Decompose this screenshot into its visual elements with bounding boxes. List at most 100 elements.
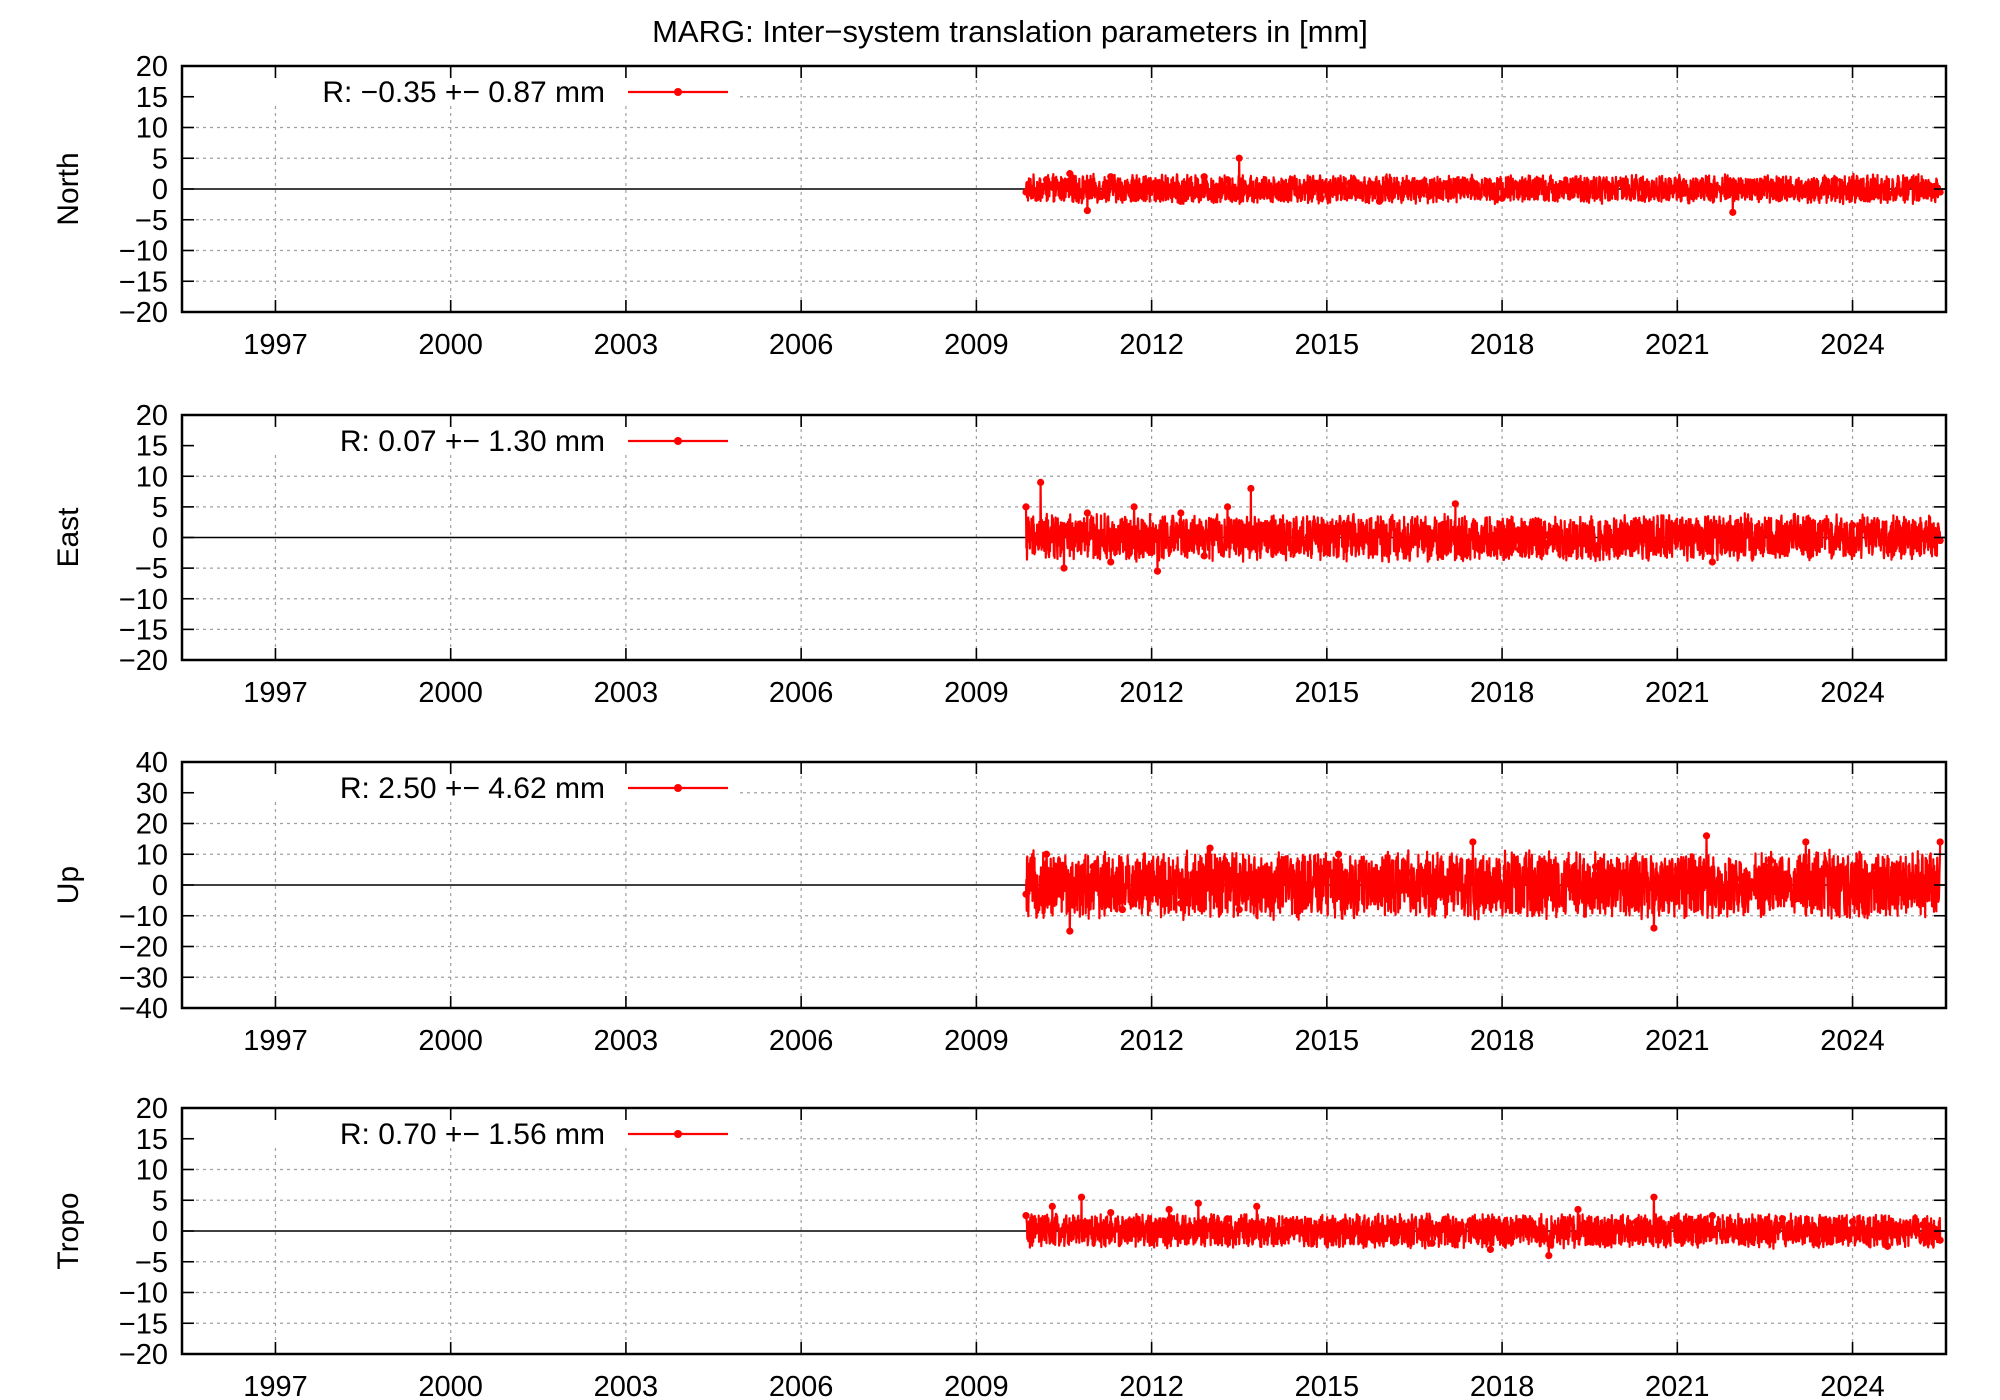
data-point — [1603, 180, 1611, 188]
data-point — [1177, 197, 1185, 205]
series-line — [1024, 481, 1942, 573]
data-point — [1405, 869, 1413, 877]
data-point — [1282, 1218, 1290, 1226]
series-line — [1024, 157, 1942, 214]
data-point — [1048, 1202, 1056, 1210]
data-point — [1136, 1221, 1144, 1229]
x-tick-label: 2024 — [1820, 1025, 1885, 1057]
data-point — [1077, 1193, 1086, 1201]
data-point — [1346, 179, 1354, 187]
data-point — [1311, 1233, 1319, 1241]
x-tick-label: 2000 — [418, 1025, 483, 1057]
data-point — [1206, 844, 1214, 852]
data-point — [1294, 540, 1302, 548]
data-point — [1673, 866, 1681, 874]
legend-marker — [674, 437, 682, 445]
y-tick-label: 10 — [136, 461, 168, 493]
data-point — [1457, 1221, 1465, 1229]
y-tick-label: 15 — [136, 82, 168, 114]
data-point — [1352, 540, 1360, 548]
data-point — [1434, 188, 1442, 196]
data-point — [1440, 875, 1448, 883]
x-tick-label: 2021 — [1645, 329, 1710, 361]
data-point — [1060, 564, 1068, 572]
y-tick-label: −10 — [119, 901, 168, 933]
y-tick-label: −40 — [119, 993, 168, 1025]
data-point — [1107, 173, 1115, 181]
data-point — [1130, 503, 1138, 511]
data-point — [1837, 869, 1845, 877]
x-tick-label: 2021 — [1645, 1371, 1710, 1400]
y-tick-label: −5 — [135, 205, 168, 237]
data-point — [1083, 206, 1091, 215]
data-point — [1200, 173, 1208, 181]
x-tick-label: 2003 — [594, 1025, 659, 1057]
data-point — [1369, 887, 1378, 895]
data-point — [1022, 1212, 1030, 1220]
data-point — [1235, 154, 1243, 162]
data-point — [1223, 176, 1232, 184]
data-point — [1148, 872, 1156, 880]
x-tick-label: 2015 — [1295, 677, 1360, 709]
x-tick-label: 1997 — [243, 1371, 308, 1400]
x-tick-label: 2009 — [944, 1371, 1009, 1400]
data-point — [1568, 191, 1576, 199]
data-point — [1761, 180, 1769, 188]
data-point — [1936, 1236, 1944, 1244]
y-tick-label: −15 — [119, 266, 168, 298]
y-tick-label: −20 — [119, 297, 168, 329]
x-tick-label: 2021 — [1645, 677, 1710, 709]
data-point — [1223, 1215, 1232, 1223]
y-tick-label: 20 — [136, 809, 168, 841]
legend-marker — [674, 1130, 682, 1138]
y-tick-label: −15 — [119, 1308, 168, 1340]
x-tick-label: 2000 — [418, 1371, 483, 1400]
data-point — [1288, 176, 1296, 184]
data-point — [1685, 527, 1693, 535]
data-point — [1527, 869, 1535, 877]
x-tick-label: 2015 — [1295, 1371, 1360, 1400]
data-point — [1545, 530, 1553, 539]
data-point — [1299, 879, 1308, 888]
data-point — [1042, 176, 1051, 184]
x-tick-label: 2000 — [418, 677, 483, 709]
data-point — [1813, 1239, 1822, 1247]
x-tick-label: 2012 — [1119, 677, 1184, 709]
x-tick-label: 2003 — [594, 677, 659, 709]
data-point — [1399, 1221, 1407, 1229]
data-point — [1042, 850, 1051, 858]
data-point — [1907, 872, 1915, 880]
data-point — [1089, 862, 1097, 871]
data-point — [1802, 838, 1810, 846]
data-point — [1936, 536, 1944, 545]
series-line — [1024, 834, 1942, 933]
y-tick-label: −10 — [119, 1278, 168, 1310]
data-point — [1264, 521, 1273, 529]
data-point — [1872, 862, 1880, 871]
data-point — [1118, 906, 1127, 914]
y-tick-label: −10 — [119, 584, 168, 616]
y-tick-label: 0 — [152, 523, 168, 555]
y-tick-label: 15 — [136, 1124, 168, 1156]
data-point — [1778, 524, 1787, 532]
y-tick-label: −15 — [119, 614, 168, 646]
y-tick-label: 5 — [152, 1185, 168, 1217]
x-tick-label: 2018 — [1470, 329, 1535, 361]
x-tick-label: 2024 — [1820, 329, 1885, 361]
y-tick-label: −20 — [119, 645, 168, 677]
data-point — [1743, 530, 1752, 539]
x-tick-label: 2015 — [1295, 1025, 1360, 1057]
y-tick-label: −30 — [119, 962, 168, 994]
y-axis-label: Tropo — [52, 1192, 85, 1269]
data-point — [1066, 170, 1074, 178]
data-point — [1066, 927, 1074, 935]
data-point — [1107, 558, 1115, 566]
x-tick-label: 2009 — [944, 677, 1009, 709]
y-tick-label: 0 — [152, 174, 168, 206]
data-point — [1866, 191, 1874, 199]
data-point — [1626, 875, 1635, 883]
data-point — [1486, 1245, 1494, 1254]
data-point — [1340, 1218, 1348, 1226]
x-tick-label: 2006 — [769, 1371, 834, 1400]
